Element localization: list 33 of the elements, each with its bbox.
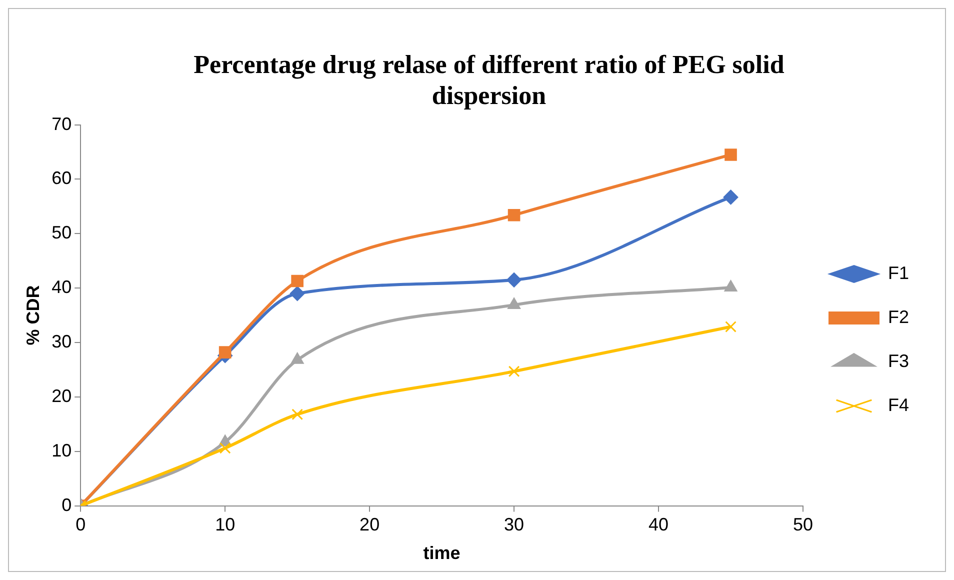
y-axis-title: % CDR bbox=[22, 285, 43, 346]
legend-label: F4 bbox=[888, 394, 910, 415]
point bbox=[723, 190, 738, 205]
point bbox=[219, 442, 231, 454]
legend-label: F3 bbox=[888, 350, 910, 371]
chart-title: Percentage drug relase of different ratio of PEG solid dispersion bbox=[192, 49, 786, 111]
x-tick-label: 0 bbox=[76, 514, 86, 535]
x-tick-label: 10 bbox=[215, 514, 236, 535]
point bbox=[724, 280, 738, 292]
legend-label: F2 bbox=[888, 306, 910, 327]
y-tick-label: 30 bbox=[52, 331, 72, 352]
x-tick-label: 30 bbox=[504, 514, 524, 535]
point bbox=[725, 321, 736, 332]
x-axis-title: time bbox=[423, 543, 460, 564]
point bbox=[508, 366, 520, 378]
y-tick-label: 40 bbox=[52, 277, 72, 298]
y-tick-label: 20 bbox=[52, 386, 72, 406]
point bbox=[724, 148, 737, 161]
point bbox=[506, 272, 522, 288]
x-tick-label: 50 bbox=[792, 514, 814, 535]
point bbox=[292, 408, 304, 420]
legend-label: F1 bbox=[888, 262, 910, 283]
y-tick-label: 10 bbox=[52, 440, 72, 460]
x-tick-label: 20 bbox=[360, 514, 380, 535]
point bbox=[218, 346, 232, 358]
x-tick-label: 40 bbox=[648, 514, 669, 535]
point bbox=[508, 208, 520, 222]
y-tick-label: 60 bbox=[52, 168, 72, 188]
y-tick-label: 70 bbox=[52, 114, 72, 134]
y-tick-label: 0 bbox=[62, 494, 72, 515]
point bbox=[290, 286, 305, 302]
point bbox=[291, 274, 304, 288]
y-tick-label: 50 bbox=[52, 222, 72, 243]
